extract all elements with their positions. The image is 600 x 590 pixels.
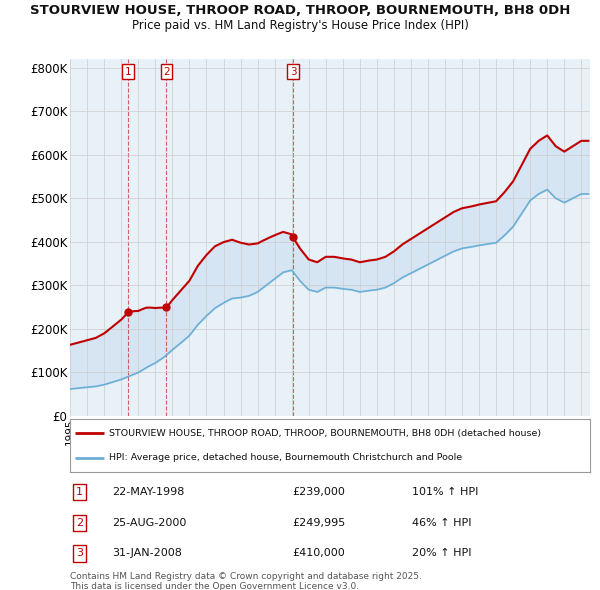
Text: 46% ↑ HPI: 46% ↑ HPI (412, 518, 472, 527)
Text: 3: 3 (76, 549, 83, 558)
Text: 1: 1 (125, 67, 131, 77)
Text: STOURVIEW HOUSE, THROOP ROAD, THROOP, BOURNEMOUTH, BH8 0DH: STOURVIEW HOUSE, THROOP ROAD, THROOP, BO… (30, 4, 570, 17)
Text: 22-MAY-1998: 22-MAY-1998 (112, 487, 185, 497)
Text: STOURVIEW HOUSE, THROOP ROAD, THROOP, BOURNEMOUTH, BH8 0DH (detached house): STOURVIEW HOUSE, THROOP ROAD, THROOP, BO… (109, 429, 541, 438)
Text: HPI: Average price, detached house, Bournemouth Christchurch and Poole: HPI: Average price, detached house, Bour… (109, 453, 462, 462)
Text: 2: 2 (76, 518, 83, 527)
Text: 20% ↑ HPI: 20% ↑ HPI (412, 549, 472, 558)
Text: 2: 2 (163, 67, 170, 77)
Text: 25-AUG-2000: 25-AUG-2000 (112, 518, 187, 527)
Text: £239,000: £239,000 (292, 487, 345, 497)
Text: 3: 3 (290, 67, 296, 77)
Text: Contains HM Land Registry data © Crown copyright and database right 2025.
This d: Contains HM Land Registry data © Crown c… (70, 572, 422, 590)
Text: Price paid vs. HM Land Registry's House Price Index (HPI): Price paid vs. HM Land Registry's House … (131, 19, 469, 32)
Text: 1: 1 (76, 487, 83, 497)
Text: £410,000: £410,000 (292, 549, 345, 558)
Text: £249,995: £249,995 (292, 518, 346, 527)
Text: 31-JAN-2008: 31-JAN-2008 (112, 549, 182, 558)
Text: 101% ↑ HPI: 101% ↑ HPI (412, 487, 479, 497)
